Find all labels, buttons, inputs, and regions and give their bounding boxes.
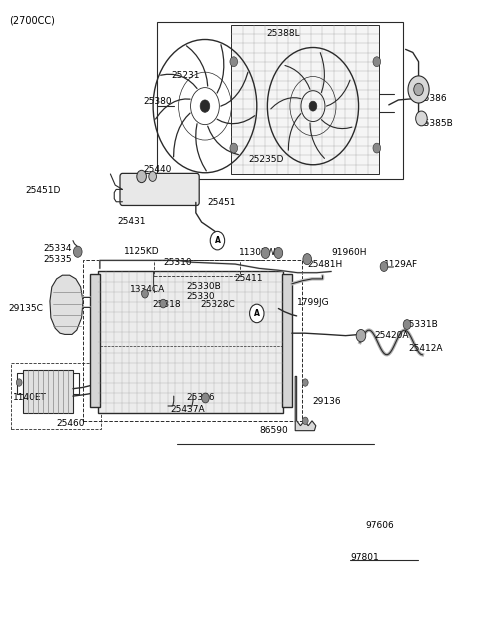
Text: 25451: 25451	[207, 199, 236, 207]
Text: 25336: 25336	[186, 393, 215, 402]
Circle shape	[373, 57, 381, 67]
Text: 25437A: 25437A	[170, 405, 205, 413]
Circle shape	[274, 247, 283, 259]
Circle shape	[403, 320, 411, 329]
Text: 25330B: 25330B	[186, 283, 221, 291]
Bar	[154, 260, 240, 276]
Text: A: A	[254, 309, 260, 318]
Text: 1125KD: 1125KD	[124, 247, 159, 256]
Circle shape	[302, 379, 308, 386]
Circle shape	[302, 417, 308, 424]
Bar	[231, 25, 379, 174]
Circle shape	[73, 246, 82, 257]
Bar	[23, 370, 73, 413]
Circle shape	[373, 143, 381, 153]
Circle shape	[309, 101, 317, 111]
Circle shape	[416, 111, 427, 126]
Circle shape	[16, 379, 22, 386]
Bar	[98, 271, 283, 413]
Text: 25412A: 25412A	[408, 344, 443, 353]
Text: 25318: 25318	[153, 300, 181, 309]
Text: 25310: 25310	[163, 259, 192, 267]
Circle shape	[230, 57, 238, 67]
Text: 25235D: 25235D	[249, 155, 284, 164]
Text: 25481H: 25481H	[307, 260, 342, 268]
Text: 25386: 25386	[419, 94, 447, 103]
Text: 25420A: 25420A	[374, 331, 409, 340]
Text: 97606: 97606	[366, 521, 395, 530]
Circle shape	[414, 83, 423, 96]
Circle shape	[142, 289, 148, 298]
Circle shape	[200, 100, 210, 112]
Text: 25451D: 25451D	[25, 186, 60, 194]
Text: 25460: 25460	[57, 419, 85, 428]
Text: 1140ET: 1140ET	[13, 393, 48, 402]
Text: 97801: 97801	[350, 553, 379, 562]
Text: 25231: 25231	[172, 71, 200, 80]
Text: 25334: 25334	[43, 244, 72, 253]
Text: A: A	[215, 236, 220, 245]
Bar	[282, 274, 292, 407]
Text: 25330: 25330	[186, 292, 215, 300]
Text: 25331B: 25331B	[403, 320, 438, 329]
Text: 25411: 25411	[234, 275, 263, 283]
Circle shape	[250, 304, 264, 323]
Circle shape	[408, 76, 429, 103]
Circle shape	[380, 262, 388, 271]
Bar	[90, 274, 100, 407]
Text: 86590: 86590	[259, 426, 288, 435]
Bar	[83, 260, 302, 421]
Bar	[11, 363, 101, 429]
Text: 25380: 25380	[143, 97, 172, 106]
Text: 1799JG: 1799JG	[297, 298, 329, 307]
FancyBboxPatch shape	[120, 173, 199, 205]
Circle shape	[261, 247, 270, 259]
Bar	[157, 22, 403, 179]
Text: 25431: 25431	[118, 217, 146, 226]
Polygon shape	[50, 275, 83, 334]
Circle shape	[160, 299, 167, 308]
Text: 25440: 25440	[143, 165, 171, 173]
Polygon shape	[295, 376, 316, 431]
Text: 91960H: 91960H	[331, 249, 367, 257]
Text: 25335: 25335	[43, 255, 72, 263]
Circle shape	[202, 393, 209, 403]
Circle shape	[303, 254, 312, 265]
Circle shape	[210, 231, 225, 250]
Circle shape	[356, 329, 366, 342]
Circle shape	[137, 170, 146, 183]
Text: 1334CA: 1334CA	[130, 286, 165, 294]
Text: 1129AF: 1129AF	[384, 260, 418, 268]
Circle shape	[230, 143, 238, 153]
Text: 25385B: 25385B	[419, 119, 453, 128]
Text: 25328C: 25328C	[201, 300, 235, 309]
Text: 11302W: 11302W	[239, 249, 276, 257]
Circle shape	[149, 172, 156, 181]
Text: 29135C: 29135C	[9, 304, 44, 313]
Text: 29136: 29136	[312, 397, 341, 405]
Text: (2700CC): (2700CC)	[9, 15, 55, 25]
Text: 25388L: 25388L	[266, 30, 300, 38]
